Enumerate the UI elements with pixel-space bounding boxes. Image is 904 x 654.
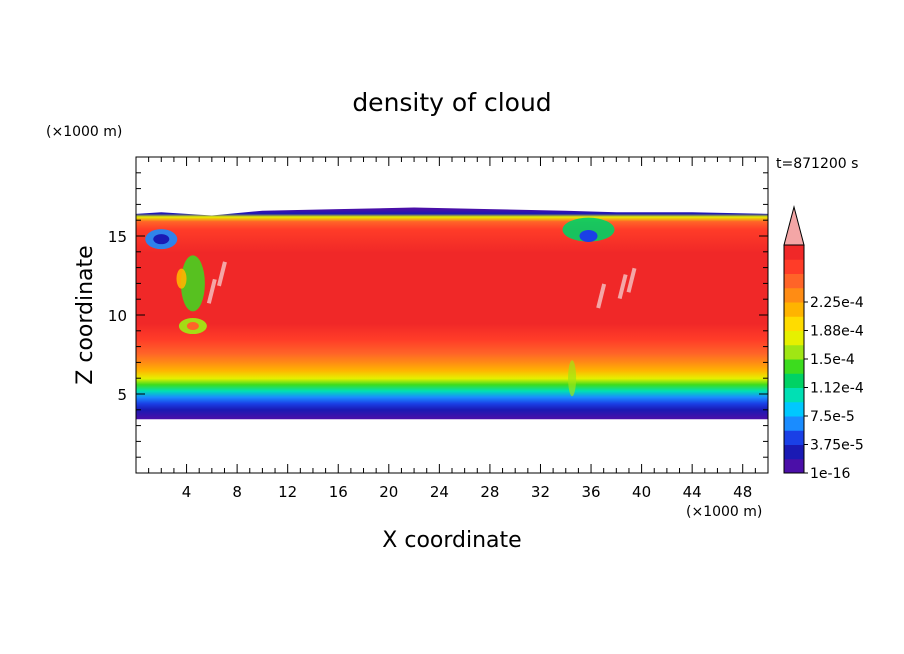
- cloud-maximum-streak: [217, 261, 227, 287]
- cloud-features: [145, 217, 637, 397]
- colorbar-segment: [784, 245, 804, 260]
- colorbar-label: 1.5e-4: [810, 352, 855, 368]
- colorbar-segment: [784, 430, 804, 445]
- cloud-maximum-streak: [617, 274, 628, 300]
- x-tick-label: 32: [531, 483, 550, 501]
- colorbar-label: 1.12e-4: [810, 381, 864, 397]
- y-tick-label: 15: [108, 228, 127, 246]
- colorbar-segment: [784, 330, 804, 346]
- colorbar-label: 7.5e-5: [810, 409, 855, 425]
- plot-area: [136, 157, 768, 473]
- colorbar: 1e-16 3.75e-5 7.5e-5 1.12e-4 1.5e-4 1.88e-4 2.…: [783, 205, 864, 482]
- time-label: t=871200 s: [776, 156, 858, 172]
- cloud-vortex: [562, 217, 615, 242]
- x-tick-label: 12: [278, 483, 297, 501]
- x-tick-label: 8: [232, 483, 242, 501]
- colorbar-segment: [784, 458, 804, 474]
- colorbar-label: 1.88e-4: [810, 324, 864, 340]
- x-axis-label: X coordinate: [382, 528, 521, 553]
- colorbar-segment: [784, 373, 804, 388]
- cloud-maximum-streak: [596, 283, 607, 309]
- x-tick-label: 28: [480, 483, 499, 501]
- x-tick-label: 44: [683, 483, 702, 501]
- x-tick-label: 4: [182, 483, 192, 501]
- colorbar-label: 3.75e-5: [810, 438, 864, 454]
- colorbar-extend-arrow: [783, 205, 805, 246]
- cloud-vortex: [180, 255, 205, 312]
- y-tick-label: 10: [108, 307, 127, 325]
- cloud-vortex-core: [579, 230, 598, 242]
- colorbar-label: 2.25e-4: [810, 295, 864, 311]
- chart-title: density of cloud: [352, 88, 551, 117]
- colorbar-segment: [784, 259, 804, 274]
- x-tick-label: 48: [733, 483, 752, 501]
- colorbar-segment: [784, 302, 804, 317]
- x-unit-label: (×1000 m): [686, 504, 762, 520]
- y-unit-label: (×1000 m): [46, 124, 122, 140]
- cloud-vortex-core: [153, 234, 170, 245]
- colorbar-label: 1e-16: [810, 466, 850, 482]
- x-tick-label: 24: [430, 483, 449, 501]
- x-axis: 4 8 12 16 20 24 28 32 36 40 44 48: [148, 157, 756, 501]
- y-axis-label: Z coordinate: [73, 245, 98, 384]
- y-axis: 5 10 15: [108, 172, 768, 458]
- colorbar-segment: [784, 344, 804, 360]
- x-tick-label: 16: [329, 483, 348, 501]
- x-tick-label: 36: [581, 483, 600, 501]
- x-tick-label: 40: [632, 483, 651, 501]
- cloud-maximum-streak: [626, 267, 637, 293]
- cloud-maximum-streak: [206, 278, 217, 304]
- y-tick-label: 5: [117, 386, 127, 404]
- cloud-seam: [568, 360, 577, 397]
- colorbar-segment: [784, 273, 804, 289]
- colorbar-segment: [784, 359, 804, 374]
- colorbar-segment: [784, 444, 804, 460]
- colorbar-segment: [784, 401, 804, 417]
- cloud-vortex-core: [186, 322, 199, 331]
- colorbar-segment: [784, 316, 804, 331]
- cloud-vortex: [176, 268, 187, 289]
- cloud-field: [136, 207, 768, 420]
- colorbar-segment: [784, 387, 804, 403]
- colorbar-segment: [784, 287, 804, 303]
- x-tick-label: 20: [379, 483, 398, 501]
- colorbar-segment: [784, 416, 804, 431]
